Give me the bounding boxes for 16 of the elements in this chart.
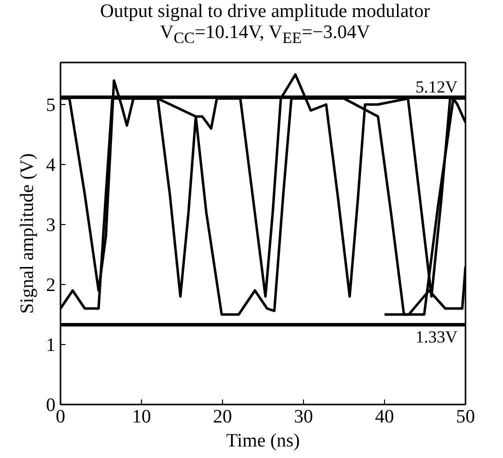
x-tick-label: 40: [375, 406, 394, 428]
x-tick-label: 10: [132, 406, 151, 428]
x-tick-label: 20: [213, 406, 232, 428]
y-tick-label: 4: [46, 155, 56, 176]
ref-line-label: 5.12V: [415, 77, 458, 96]
x-tick-label: 50: [456, 406, 475, 428]
chart-title: Output signal to drive amplitude modulator: [100, 1, 430, 22]
y-tick-label: 2: [46, 275, 56, 296]
y-tick-label: 1: [46, 335, 56, 356]
y-tick-label: 5: [46, 95, 56, 116]
chart-subtitle: V$_{CC}$=10.14V, V$_{EE}$=−3.04V: [160, 22, 370, 47]
x-axis-title: Time (ns): [226, 430, 300, 452]
y-tick-label: 3: [46, 215, 56, 236]
x-tick-label: 30: [294, 406, 313, 428]
ref-line-label: 1.33V: [415, 328, 458, 347]
y-axis-title: Signal amplitude (V): [17, 153, 38, 314]
